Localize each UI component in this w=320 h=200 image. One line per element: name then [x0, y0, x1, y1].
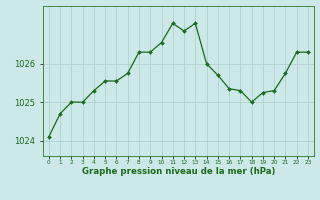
- X-axis label: Graphe pression niveau de la mer (hPa): Graphe pression niveau de la mer (hPa): [82, 167, 275, 176]
